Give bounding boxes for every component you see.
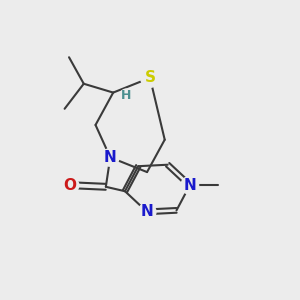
Text: S: S bbox=[145, 70, 155, 86]
Circle shape bbox=[61, 176, 79, 194]
Circle shape bbox=[120, 89, 133, 102]
Text: O: O bbox=[63, 178, 76, 193]
Text: N: N bbox=[183, 178, 196, 193]
Text: H: H bbox=[121, 89, 132, 102]
Circle shape bbox=[138, 203, 156, 221]
Text: N: N bbox=[104, 150, 117, 165]
Circle shape bbox=[101, 148, 119, 166]
Text: N: N bbox=[141, 204, 153, 219]
Circle shape bbox=[141, 68, 159, 87]
Circle shape bbox=[181, 176, 199, 194]
